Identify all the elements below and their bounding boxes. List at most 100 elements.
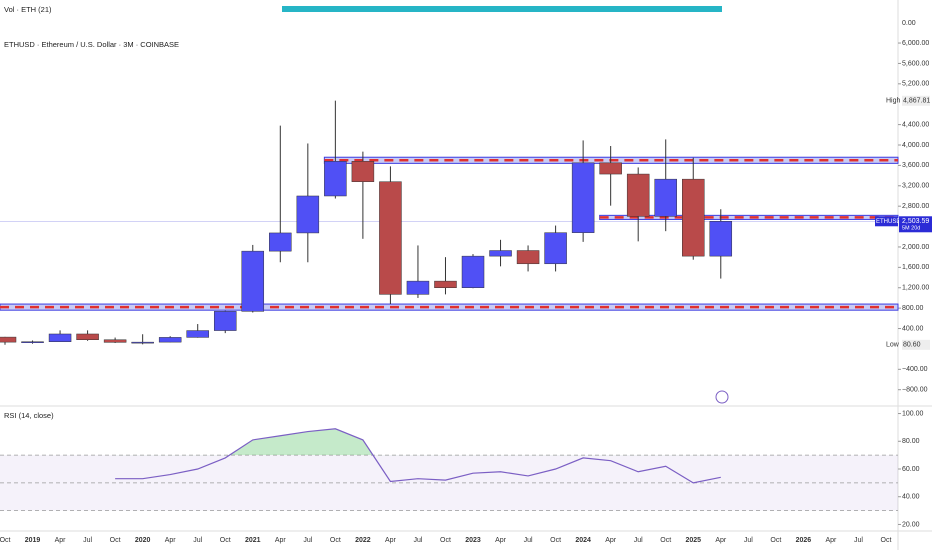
candle-body bbox=[324, 161, 347, 197]
candle-body bbox=[186, 330, 209, 338]
x-tick-label: Oct bbox=[440, 537, 451, 544]
candle-body bbox=[709, 221, 733, 257]
y-tick-label: 60.00 bbox=[902, 466, 920, 473]
x-tick-label: Apr bbox=[495, 537, 507, 544]
y-tick-label: 20.00 bbox=[902, 521, 920, 528]
y-tick-label: 4,000.00 bbox=[902, 142, 929, 149]
y-tick-label: 0.00 bbox=[902, 20, 916, 27]
replay-icon[interactable] bbox=[715, 390, 729, 404]
x-tick-label: Jul bbox=[854, 537, 863, 544]
y-tick-label: 2,000.00 bbox=[902, 244, 929, 251]
candle-body bbox=[379, 181, 402, 295]
marker-text: High bbox=[886, 98, 901, 105]
x-tick-label: Oct bbox=[330, 537, 341, 544]
y-tick-label: 800.00 bbox=[902, 305, 924, 312]
candle-body bbox=[0, 336, 17, 343]
x-tick-label: 2025 bbox=[685, 537, 701, 544]
price-title: ETHUSD · Ethereum / U.S. Dollar · 3M · C… bbox=[4, 40, 179, 49]
candle-body bbox=[21, 341, 44, 343]
y-tick-label: 40.00 bbox=[902, 494, 920, 501]
candle-body bbox=[296, 195, 320, 234]
x-tick-label: 2022 bbox=[355, 537, 371, 544]
x-tick-label: 2024 bbox=[575, 537, 591, 544]
candle-body bbox=[461, 255, 485, 288]
x-tick-label: Oct bbox=[660, 537, 671, 544]
level-band bbox=[0, 303, 899, 311]
x-tick-label: Jul bbox=[413, 537, 422, 544]
candle-body bbox=[654, 178, 677, 217]
candle-body bbox=[76, 333, 99, 340]
x-tick-label: 2023 bbox=[465, 537, 481, 544]
price-box bbox=[899, 216, 932, 233]
y-tick-label: 3,600.00 bbox=[902, 162, 929, 169]
x-tick-label: 2020 bbox=[135, 537, 151, 544]
x-tick-label: Oct bbox=[220, 537, 231, 544]
x-tick-label: Apr bbox=[55, 537, 67, 544]
y-tick-label: −400.00 bbox=[902, 366, 928, 373]
y-tick-label: 1,200.00 bbox=[902, 285, 929, 292]
price-label: 2,503.59 bbox=[902, 218, 929, 225]
x-tick-label: 2026 bbox=[796, 537, 812, 544]
rsi-title: RSI (14, close) bbox=[4, 411, 54, 420]
candle-body bbox=[516, 250, 540, 265]
candle-body bbox=[158, 337, 182, 343]
marker-value: 80.60 bbox=[903, 342, 921, 349]
x-tick-label: Jul bbox=[744, 537, 753, 544]
x-tick-label: Jul bbox=[193, 537, 202, 544]
candle-body bbox=[48, 333, 72, 342]
rsi-overbought-fill bbox=[115, 428, 721, 456]
candle-body bbox=[682, 178, 705, 257]
candle-body bbox=[434, 280, 457, 288]
candle-body bbox=[599, 162, 622, 175]
x-tick-label: Oct bbox=[770, 537, 781, 544]
y-tick-label: 2,800.00 bbox=[902, 203, 929, 210]
x-tick-label: 2021 bbox=[245, 537, 261, 544]
x-tick-label: Apr bbox=[605, 537, 617, 544]
symbol-label: ETHUSD bbox=[876, 219, 901, 225]
y-tick-label: 1,600.00 bbox=[902, 264, 929, 271]
x-tick-label: Apr bbox=[715, 537, 727, 544]
x-tick-label: Oct bbox=[550, 537, 561, 544]
y-tick-label: 5,200.00 bbox=[902, 81, 929, 88]
y-tick-label: 100.00 bbox=[902, 410, 924, 417]
candle-body bbox=[241, 250, 265, 312]
marker-value: 4,867.81 bbox=[903, 98, 930, 105]
y-tick-label: −800.00 bbox=[902, 387, 928, 394]
y-tick-label: 400.00 bbox=[902, 325, 924, 332]
marker-text: Low bbox=[886, 342, 900, 349]
candle-body bbox=[489, 250, 512, 257]
x-tick-label: Jul bbox=[303, 537, 312, 544]
x-tick-label: Jul bbox=[524, 537, 533, 544]
countdown: 5M 20d bbox=[902, 226, 920, 232]
x-tick-label: Jul bbox=[83, 537, 92, 544]
candle-body bbox=[626, 173, 650, 217]
x-tick-label: Apr bbox=[385, 537, 397, 544]
candle-body bbox=[103, 339, 127, 343]
marker-box bbox=[902, 339, 930, 350]
x-tick-label: Oct bbox=[110, 537, 121, 544]
x-tick-label: Oct bbox=[881, 537, 892, 544]
y-tick-label: 5,600.00 bbox=[902, 60, 929, 67]
y-tick-label: 4,400.00 bbox=[902, 121, 929, 128]
rsi-line bbox=[115, 428, 721, 484]
x-tick-label: Jul bbox=[634, 537, 643, 544]
y-tick-label: 80.00 bbox=[902, 438, 920, 445]
candle-body bbox=[544, 232, 567, 265]
candle-body bbox=[213, 311, 237, 331]
symbol-box bbox=[875, 216, 898, 227]
marker-box bbox=[902, 95, 930, 106]
x-tick-label: Apr bbox=[825, 537, 837, 544]
x-tick-label: Apr bbox=[165, 537, 177, 544]
candle-body bbox=[131, 341, 154, 344]
x-tick-label: 2019 bbox=[25, 537, 41, 544]
volume-ma bbox=[282, 6, 722, 12]
candle-body bbox=[351, 161, 375, 182]
candle-body bbox=[269, 232, 292, 252]
x-tick-label: Oct bbox=[0, 537, 10, 544]
volume-title: Vol · ETH (21) bbox=[4, 5, 52, 14]
candle-body bbox=[571, 162, 595, 233]
x-tick-label: Apr bbox=[275, 537, 287, 544]
candle-body bbox=[406, 280, 430, 295]
y-tick-label: 3,200.00 bbox=[902, 183, 929, 190]
